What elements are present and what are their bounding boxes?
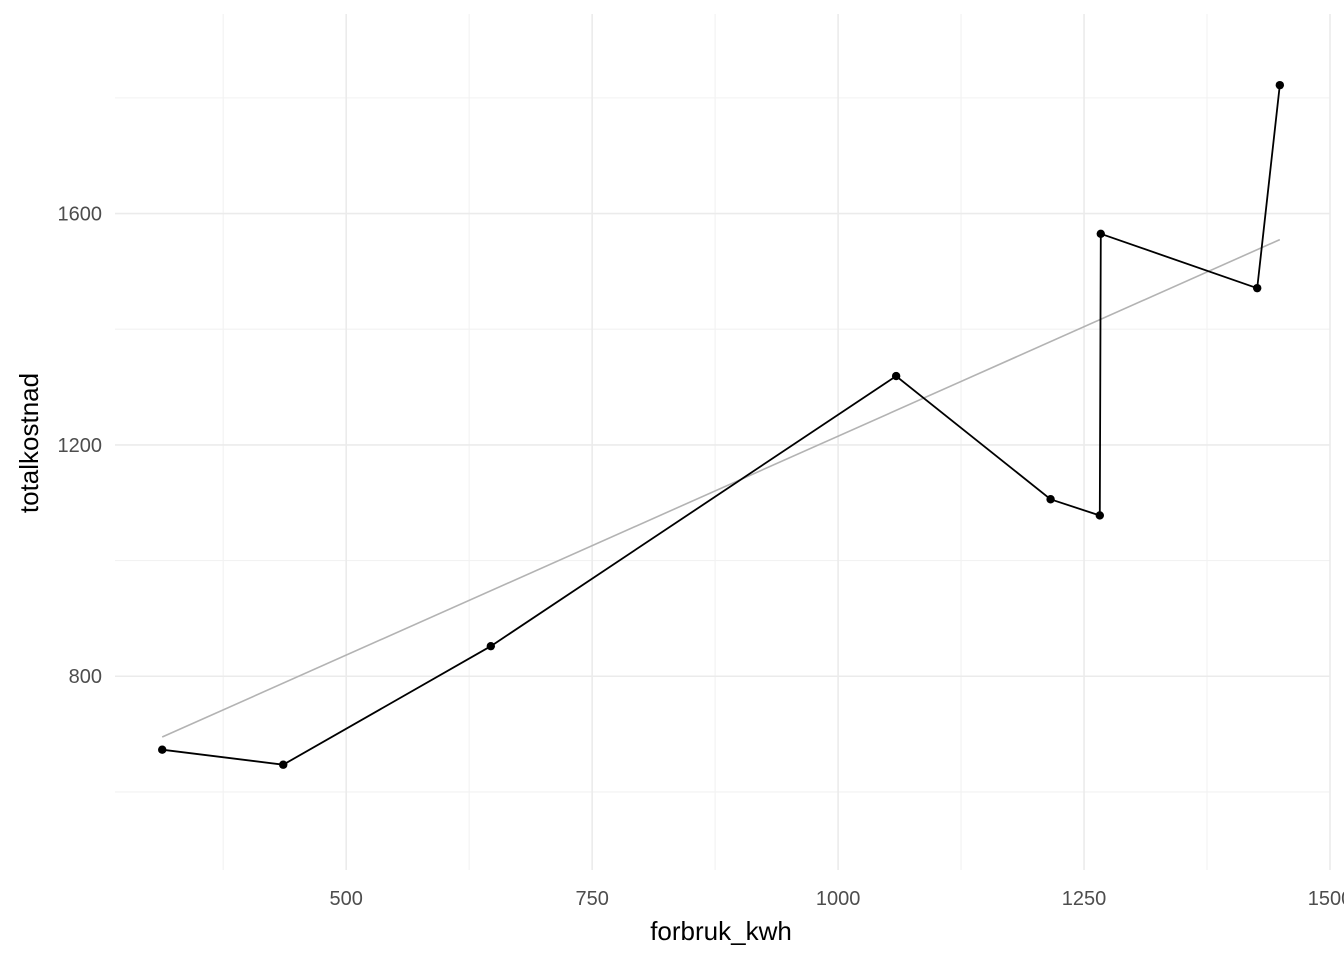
data-point (1095, 511, 1104, 520)
trend-line (161, 238, 1281, 738)
y-tick-label: 1600 (58, 204, 103, 226)
grid (115, 14, 1331, 870)
x-axis-title: forbruk_kwh (650, 916, 792, 946)
trend-line-layer (161, 238, 1281, 738)
data-point (279, 760, 288, 769)
x-tick-label: 500 (330, 888, 363, 910)
data-point (1096, 229, 1105, 238)
y-axis-ticks: 800 1200 1600 (58, 204, 103, 689)
x-tick-label: 1500 (1308, 888, 1344, 910)
data-point (158, 745, 167, 754)
data-point (891, 371, 901, 381)
x-axis-ticks: 500 750 1000 1250 1500 (330, 888, 1344, 910)
y-tick-label: 800 (69, 666, 102, 688)
x-tick-label: 750 (575, 888, 608, 910)
data-point (1046, 495, 1055, 504)
data-point (1275, 80, 1285, 90)
x-tick-label: 1250 (1062, 888, 1107, 910)
data-point (1252, 283, 1262, 293)
points-layer (158, 80, 1285, 769)
data-point (486, 641, 496, 651)
x-tick-label: 1000 (816, 888, 861, 910)
y-tick-label: 1200 (58, 435, 103, 457)
y-axis-title: totalkostnad (14, 373, 44, 513)
